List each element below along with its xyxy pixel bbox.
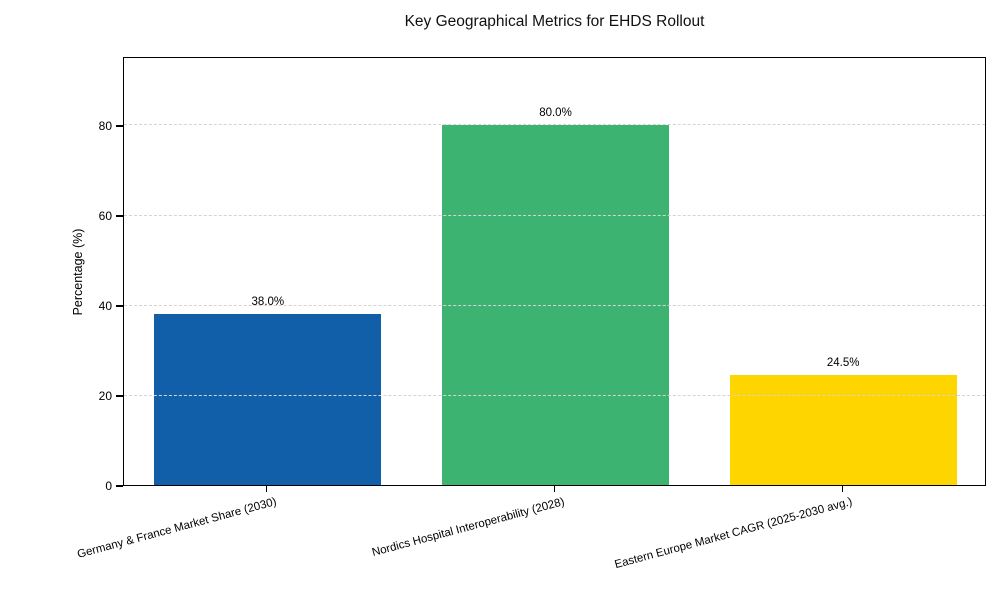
x-tick-label-1: Nordics Hospital Interoperability (2028) xyxy=(370,496,566,560)
bar-2 xyxy=(729,374,957,485)
y-tick-label-0: 0 xyxy=(105,479,112,493)
gridline-y-60 xyxy=(124,214,985,216)
y-tick-mark-80 xyxy=(116,125,123,127)
value-label-2: 24.5% xyxy=(826,356,860,369)
y-tick-label-40: 40 xyxy=(98,298,112,313)
gridline-y-80 xyxy=(124,124,985,126)
y-tick-mark-20 xyxy=(116,395,123,397)
x-tick-mark-1 xyxy=(553,486,556,492)
y-tick-label-80: 80 xyxy=(98,118,112,133)
x-tick-mark-0 xyxy=(266,486,268,492)
bar-0 xyxy=(154,313,382,485)
gridline-y-40 xyxy=(124,304,985,306)
x-tick-label-2: Eastern Europe Market CAGR (2025-2030 av… xyxy=(613,496,854,572)
gridline-y-20 xyxy=(124,394,985,396)
y-tick-label-20: 20 xyxy=(98,388,112,403)
plot-area: 38.0% 80.0% 24.5% xyxy=(123,57,986,486)
y-tick-mark-0 xyxy=(116,485,123,487)
x-tick-mark-2 xyxy=(841,486,843,492)
value-label-1: 80.0% xyxy=(539,106,572,119)
y-tick-mark-60 xyxy=(116,215,123,217)
x-tick-label-0: Germany & France Market Share (2030) xyxy=(76,496,278,561)
y-tick-label-60: 60 xyxy=(98,208,112,223)
y-tick-mark-40 xyxy=(116,305,123,307)
value-label-0: 38.0% xyxy=(251,295,285,308)
chart-title: Key Geographical Metrics for EHDS Rollou… xyxy=(404,13,705,30)
